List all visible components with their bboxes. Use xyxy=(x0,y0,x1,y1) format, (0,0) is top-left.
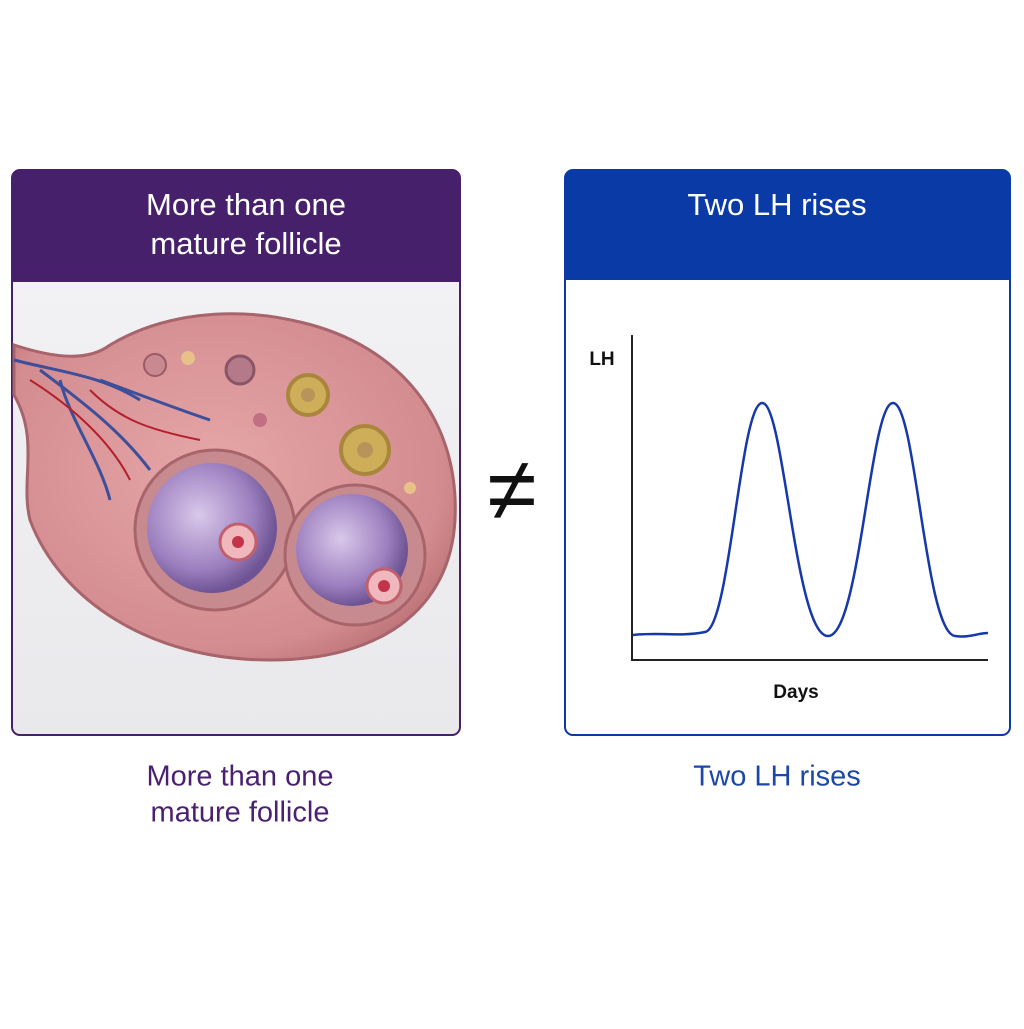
right-panel: Two LH rises LH Days Two LH rises xyxy=(564,169,1011,793)
header-line: mature follicle xyxy=(150,226,341,261)
ovary-illustration xyxy=(12,312,457,662)
left-panel: More than one mature follicle More than … xyxy=(11,169,461,829)
caption: Two LH rises xyxy=(693,761,861,793)
caption-line: mature follicle xyxy=(151,797,330,829)
y-axis-label: LH xyxy=(589,349,614,370)
not-equal-sign: ≠ xyxy=(487,440,536,540)
panel-header xyxy=(565,170,1010,280)
lh-curve xyxy=(632,401,989,638)
caption-line: More than one xyxy=(146,761,333,793)
x-axis-label: Days xyxy=(773,682,818,703)
panel-header xyxy=(12,170,460,282)
header-line: More than one xyxy=(146,187,346,222)
header-title: Two LH rises xyxy=(687,187,866,222)
